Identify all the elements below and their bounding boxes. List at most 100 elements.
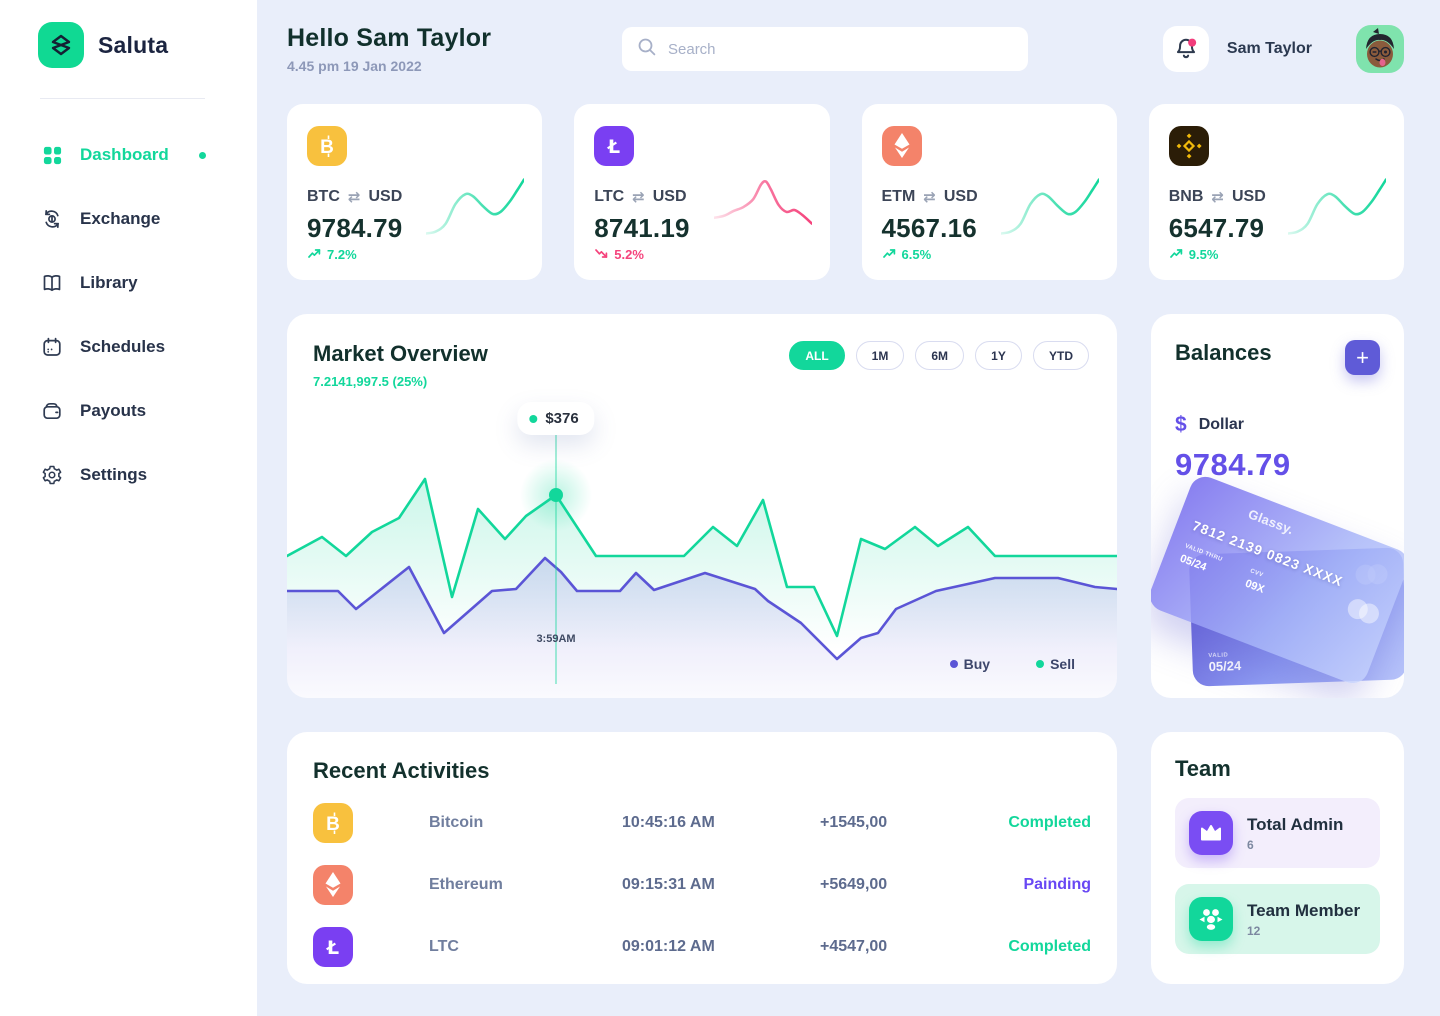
sidebar-item-label: Schedules xyxy=(80,337,166,356)
stat-value: 4567.16 xyxy=(881,213,977,243)
recent-activities-panel: Recent Activities B Bitcoin 10:45:16 AM … xyxy=(287,732,1117,984)
user-area: Sam Taylor xyxy=(1162,25,1404,73)
pair-label: LTC ⇄ USD xyxy=(594,188,687,206)
market-overview-panel: Market Overview 7.2141,997.5 (25%) ALL 1… xyxy=(287,314,1117,698)
stat-value: 6547.79 xyxy=(1168,213,1265,243)
tooltip-dot-icon xyxy=(529,414,538,423)
pair-label: ETM ⇄ USD xyxy=(881,188,978,206)
sparkline xyxy=(713,179,812,225)
filter-all[interactable]: ALL xyxy=(789,341,845,370)
swap-icon: ⇄ xyxy=(632,189,645,206)
sidebar-item-label: Exchange xyxy=(80,209,161,228)
exchange-icon xyxy=(40,207,64,231)
saluta-logo-icon xyxy=(38,22,84,68)
filter-1y[interactable]: 1Y xyxy=(975,341,1022,370)
dollar-icon: $ xyxy=(1175,413,1187,436)
sidebar-item-settings[interactable]: Settings xyxy=(0,443,257,507)
eth-icon xyxy=(881,126,922,166)
activity-time: 09:01:12 AM xyxy=(622,938,715,955)
sidebar-item-library[interactable]: Library xyxy=(0,251,257,315)
svg-text:3:59AM: 3:59AM xyxy=(536,633,575,645)
btc-icon: B xyxy=(307,126,347,166)
credit-cards-graphic: VALID 05/24 Glassy. 7812 2139 0823 XXXX V… xyxy=(1151,472,1404,698)
team-item-team-member[interactable]: Team Member 12 xyxy=(1175,884,1380,954)
stat-card-etm[interactable]: ETM ⇄ USD 4567.16 6.5% xyxy=(861,104,1117,280)
balances-panel: Balances + $ Dollar 9784.79 VALID 05/24 G… xyxy=(1151,314,1404,698)
currency-label: Dollar xyxy=(1198,416,1245,433)
buy-dot-icon xyxy=(949,660,958,668)
stats-row: B BTC ⇄ USD 9784.79 7.2% Ł LTC ⇄ USD 8741.19… xyxy=(287,104,1404,280)
search-input[interactable] xyxy=(668,40,1014,58)
team-item-total-admin[interactable]: Total Admin 6 xyxy=(1175,798,1380,868)
tooltip-price: $376 xyxy=(545,410,579,427)
notifications-button[interactable] xyxy=(1162,26,1209,72)
balances-title: Balances xyxy=(1175,340,1272,365)
crown-icon xyxy=(1189,811,1233,855)
filter-6m[interactable]: 6M xyxy=(915,341,964,370)
pair-label: BTC ⇄ USD xyxy=(307,188,403,206)
sidebar-item-label: Dashboard xyxy=(80,145,169,164)
avatar[interactable] xyxy=(1356,25,1404,73)
svg-text:B: B xyxy=(320,137,334,158)
chart-tooltip: $376 xyxy=(517,402,595,435)
sidebar-item-label: Settings xyxy=(80,465,148,484)
activity-coin: Bitcoin xyxy=(429,814,484,831)
activity-status: Completed xyxy=(1008,938,1091,955)
schedules-icon xyxy=(40,335,64,359)
sparkline xyxy=(1288,178,1386,235)
market-chart-area[interactable]: 3:59AM xyxy=(287,428,1117,698)
stat-value: 8741.19 xyxy=(594,213,690,243)
trend-down-icon xyxy=(595,247,608,262)
market-title: Market Overview xyxy=(313,341,488,366)
sidebar-item-exchange[interactable]: Exchange xyxy=(0,187,257,251)
filter-1m[interactable]: 1M xyxy=(855,341,905,370)
activity-time: 10:45:16 AM xyxy=(622,814,715,831)
dashboard-icon xyxy=(40,143,64,167)
activity-status: Painding xyxy=(1023,876,1091,893)
trend-up-icon xyxy=(308,247,321,262)
sidebar-item-schedules[interactable]: Schedules xyxy=(0,315,257,379)
activity-coin: LTC xyxy=(429,938,459,955)
market-subtitle: 7.2141,997.5 (25%) xyxy=(313,374,428,389)
activity-row-bitcoin[interactable]: B Bitcoin 10:45:16 AM +1545,00 Completed xyxy=(313,792,1091,854)
swap-icon: ⇄ xyxy=(923,189,936,206)
activity-amount: +4547,00 xyxy=(820,938,888,955)
activity-amount: +5649,00 xyxy=(820,876,888,893)
btc-icon: B xyxy=(313,803,353,843)
currency-row: $ Dollar xyxy=(1175,413,1380,437)
team-panel: Team Total Admin 6 Team Member xyxy=(1151,732,1404,984)
sidebar-item-label: Library xyxy=(80,273,138,292)
bell-icon xyxy=(1176,38,1197,59)
activities-title: Recent Activities xyxy=(313,758,490,783)
time-filters: ALL 1M 6M 1Y YTD xyxy=(789,341,1089,370)
people-icon xyxy=(1189,897,1233,941)
swap-icon: ⇄ xyxy=(1211,189,1224,206)
ltc-icon: Ł xyxy=(313,927,353,967)
sidebar: Saluta Dashboard Exchange Library Sche xyxy=(0,0,257,1016)
stat-change: 9.5% xyxy=(1169,247,1218,262)
sidebar-item-payouts[interactable]: Payouts xyxy=(0,379,257,443)
trend-up-icon xyxy=(1169,247,1183,262)
main-content: Hello Sam Taylor 4.45 pm 19 Jan 2022 Sam… xyxy=(257,0,1440,1016)
search-box[interactable] xyxy=(622,27,1028,71)
activity-row-ltc[interactable]: Ł LTC 09:01:12 AM +4547,00 Completed xyxy=(313,916,1091,978)
brand: Saluta xyxy=(0,0,257,68)
trend-up-icon xyxy=(882,247,896,262)
sidebar-divider xyxy=(40,98,205,99)
payouts-icon xyxy=(40,399,64,423)
team-title: Team xyxy=(1175,756,1231,781)
stat-card-bnb[interactable]: BNB ⇄ USD 6547.79 9.5% xyxy=(1148,104,1404,280)
stat-change: 6.5% xyxy=(882,247,931,262)
activity-amount: +1545,00 xyxy=(820,814,888,831)
activity-time: 09:15:31 AM xyxy=(622,876,715,893)
pair-label: BNB ⇄ USD xyxy=(1168,188,1266,206)
greeting-block: Hello Sam Taylor 4.45 pm 19 Jan 2022 xyxy=(287,24,622,74)
activity-row-ethereum[interactable]: Ethereum 09:15:31 AM +5649,00 Painding xyxy=(313,854,1091,916)
add-balance-button[interactable]: + xyxy=(1345,340,1380,375)
stat-card-ltc[interactable]: Ł LTC ⇄ USD 8741.19 5.2% xyxy=(574,104,830,280)
card-brand: Glassy. xyxy=(1246,506,1296,538)
header: Hello Sam Taylor 4.45 pm 19 Jan 2022 Sam… xyxy=(287,24,1404,74)
filter-ytd[interactable]: YTD xyxy=(1033,341,1089,370)
sidebar-item-dashboard[interactable]: Dashboard xyxy=(0,123,257,187)
stat-card-btc[interactable]: B BTC ⇄ USD 9784.79 7.2% xyxy=(287,104,543,280)
